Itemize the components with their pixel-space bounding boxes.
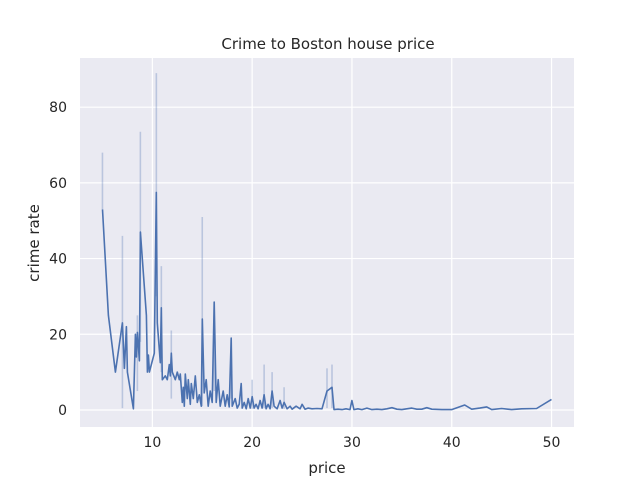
y-tick-label: 0 xyxy=(58,403,67,419)
y-tick-label: 20 xyxy=(49,327,67,343)
y-tick-label: 40 xyxy=(49,252,67,268)
x-axis-label: price xyxy=(308,459,345,477)
y-tick-label: 60 xyxy=(49,176,67,192)
y-tick-label: 80 xyxy=(49,100,67,116)
grid-lines xyxy=(80,58,574,427)
x-tick-labels: 10 20 30 40 50 xyxy=(143,435,560,451)
chart-title: Crime to Boston house price xyxy=(221,35,434,53)
x-tick-label: 30 xyxy=(343,435,361,451)
x-tick-label: 50 xyxy=(543,435,561,451)
series-line xyxy=(101,191,552,411)
y-axis-label: crime rate xyxy=(25,204,43,282)
x-tick-label: 20 xyxy=(243,435,261,451)
y-tick-labels: 0 20 40 60 80 xyxy=(49,100,67,419)
x-tick-label: 10 xyxy=(143,435,161,451)
x-tick-label: 40 xyxy=(443,435,461,451)
